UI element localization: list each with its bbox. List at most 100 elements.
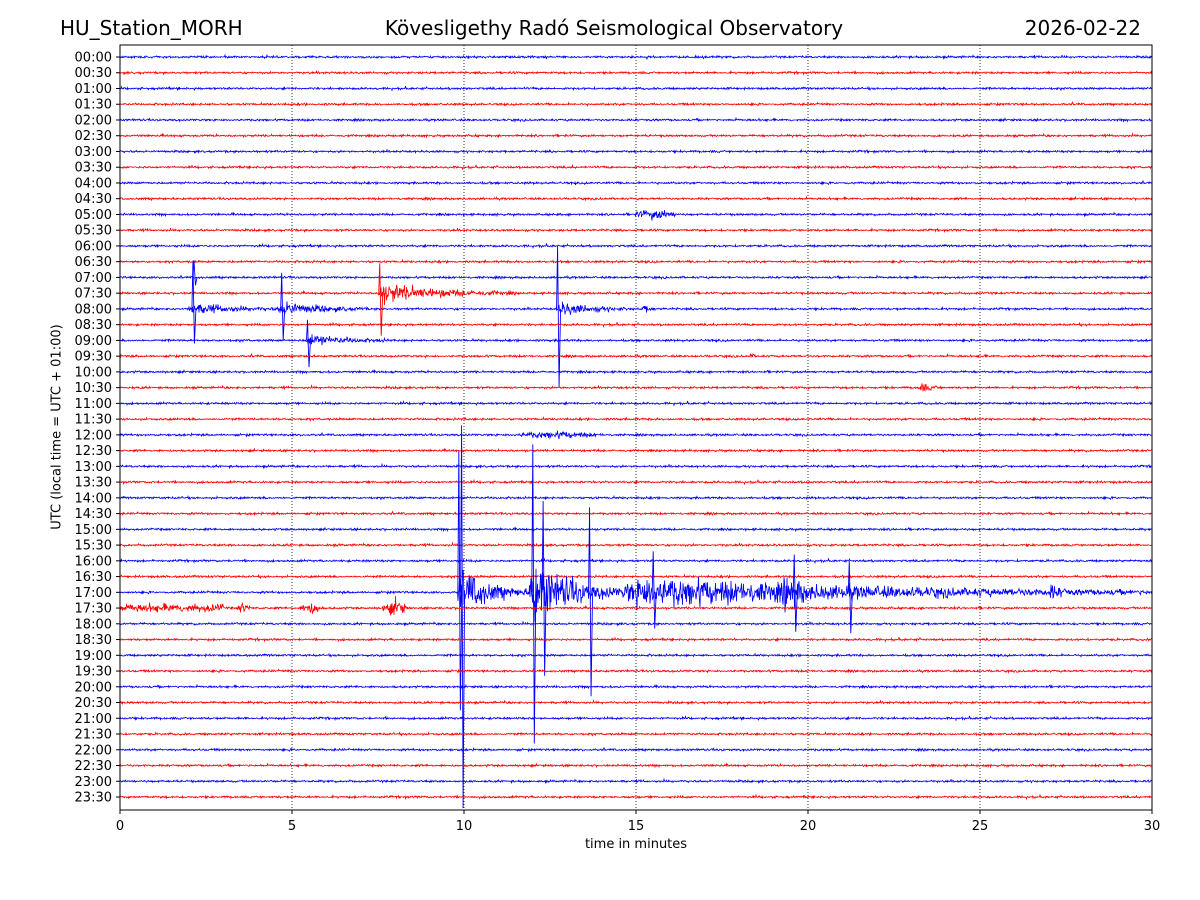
trace-1730 <box>119 595 1153 616</box>
trace-spike <box>378 263 384 336</box>
x-tick-label: 15 <box>628 819 645 834</box>
y-tick-label: 12:30 <box>75 444 112 459</box>
y-tick-label: 02:30 <box>75 129 112 144</box>
y-tick-label: 04:30 <box>75 192 112 207</box>
y-tick-label: 16:00 <box>75 554 112 569</box>
y-tick-label: 22:30 <box>75 759 112 774</box>
trace-1830 <box>119 636 1153 643</box>
y-tick-label: 05:30 <box>75 224 112 239</box>
y-tick-label: 12:00 <box>75 428 112 443</box>
trace-0100 <box>119 85 1152 92</box>
trace-0800 <box>119 301 1153 315</box>
trace-1900 <box>119 652 1153 658</box>
x-tick-label: 10 <box>456 819 473 834</box>
trace-0300 <box>119 148 1153 155</box>
trace-spike <box>191 261 197 344</box>
trace-1700 <box>119 568 1153 623</box>
trace-0730 <box>119 284 1153 306</box>
trace-0430 <box>119 195 1153 202</box>
y-tick-label: 02:00 <box>75 113 112 128</box>
trace-1200 <box>119 430 1153 440</box>
y-axis-label: UTC (local time = UTC + 01:00) <box>49 324 65 530</box>
y-tick-label: 09:00 <box>75 334 112 349</box>
y-tick-label: 18:30 <box>75 633 112 648</box>
y-tick-label: 05:00 <box>75 208 112 223</box>
y-tick-label: 23:00 <box>75 775 112 790</box>
trace-spike <box>588 507 594 697</box>
trace-2230 <box>119 762 1153 769</box>
trace-0530 <box>119 227 1153 234</box>
trace-spike <box>792 554 798 632</box>
trace-spike <box>556 245 562 388</box>
trace-1230 <box>119 447 1153 454</box>
y-tick-label: 19:30 <box>75 665 112 680</box>
trace-spike <box>651 551 657 629</box>
y-tick-label: 22:00 <box>75 743 112 758</box>
y-tick-label: 19:00 <box>75 649 112 664</box>
trace-0200 <box>119 116 1153 123</box>
chart-title: Kövesligethy Radó Seismological Observat… <box>384 16 844 40</box>
y-tick-label: 18:00 <box>75 617 112 632</box>
y-tick-label: 10:00 <box>75 365 112 380</box>
y-tick-label: 14:00 <box>75 491 112 506</box>
trace-0930 <box>119 352 1153 360</box>
x-tick-label: 0 <box>116 819 124 834</box>
y-tick-label: 13:30 <box>75 476 112 491</box>
trace-1430 <box>119 510 1153 517</box>
trace-2330 <box>119 793 1153 801</box>
trace-spike <box>306 319 311 368</box>
trace-2030 <box>119 698 1153 706</box>
y-tick-label: 00:30 <box>75 66 112 81</box>
x-tick-label: 5 <box>288 819 296 834</box>
trace-1630 <box>119 573 1153 580</box>
trace-1330 <box>119 478 1153 486</box>
trace-1500 <box>119 526 1153 533</box>
trace-0600 <box>119 242 1153 250</box>
y-tick-label: 20:00 <box>75 680 112 695</box>
y-tick-label: 07:30 <box>75 287 112 302</box>
trace-spike <box>531 444 537 744</box>
trace-2200 <box>119 746 1153 753</box>
y-tick-label: 11:30 <box>75 413 112 428</box>
trace-1800 <box>119 620 1153 627</box>
y-tick-label: 11:00 <box>75 397 112 412</box>
y-tick-label: 08:00 <box>75 302 112 317</box>
trace-0000 <box>120 53 1153 60</box>
y-tick-label: 00:00 <box>75 51 112 66</box>
y-tick-label: 20:30 <box>75 696 112 711</box>
y-tick-label: 01:00 <box>75 82 112 97</box>
trace-0500 <box>119 209 1153 221</box>
trace-1300 <box>119 462 1153 470</box>
y-tick-label: 13:00 <box>75 460 112 475</box>
trace-1530 <box>119 541 1153 549</box>
trace-0900 <box>119 334 1153 346</box>
x-tick-label: 20 <box>800 819 817 834</box>
trace-0400 <box>119 179 1153 186</box>
y-tick-label: 01:30 <box>75 98 112 113</box>
trace-2100 <box>119 715 1153 722</box>
y-tick-label: 23:30 <box>75 791 112 806</box>
trace-2130 <box>119 731 1153 737</box>
trace-0130 <box>119 101 1153 107</box>
y-tick-label: 21:00 <box>75 712 112 727</box>
y-tick-label: 04:00 <box>75 176 112 191</box>
trace-spike <box>280 272 286 341</box>
trace-2000 <box>119 683 1153 690</box>
y-tick-label: 16:30 <box>75 570 112 585</box>
trace-0630 <box>119 258 1153 265</box>
trace-1130 <box>119 416 1153 422</box>
y-tick-label: 09:30 <box>75 350 112 365</box>
trace-0830 <box>119 321 1153 328</box>
trace-1100 <box>119 400 1153 407</box>
chart-date: 2026-02-22 <box>1024 16 1141 40</box>
trace-spike <box>460 425 466 809</box>
x-tick-label: 25 <box>972 819 989 834</box>
station-name: HU_Station_MORH <box>60 16 243 40</box>
y-tick-label: 17:00 <box>75 586 112 601</box>
y-tick-label: 07:00 <box>75 271 112 286</box>
trace-1000 <box>119 368 1153 375</box>
trace-1400 <box>119 494 1153 501</box>
y-tick-label: 06:30 <box>75 255 112 270</box>
y-tick-label: 08:30 <box>75 318 112 333</box>
